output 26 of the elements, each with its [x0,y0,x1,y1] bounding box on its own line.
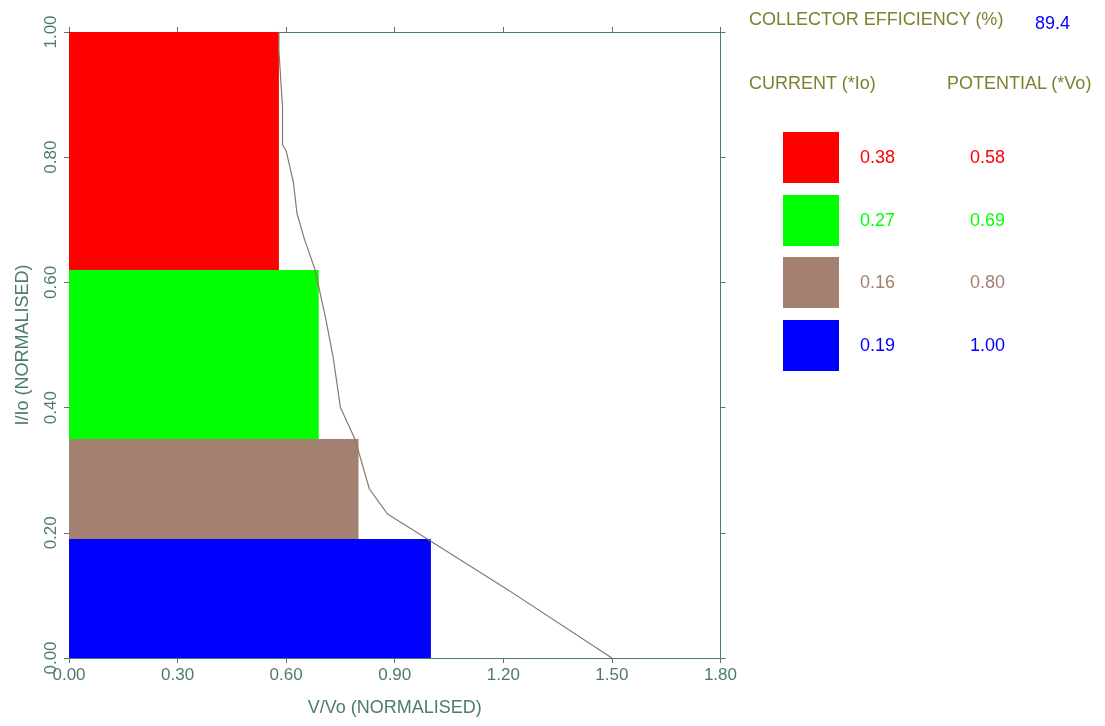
text: 1.00 [970,335,1006,357]
x-tick-label: 0.90 [378,665,412,684]
x-tick-label: 1.20 [486,665,520,684]
text: 0.27 [860,209,896,231]
text: 89.4 [1035,13,1071,34]
x-tick-label: 0.30 [161,665,195,684]
text: 0.16 [860,272,896,294]
y-tick-label: 0.80 [41,140,60,174]
text: 0.58 [970,147,1006,168]
x-tick-label: 1.80 [703,665,737,684]
x-axis-title: V/Vo (NORMALISED) [307,697,482,717]
y-tick-label: 0.60 [41,265,60,299]
line-series [278,31,613,659]
y-tick-label: 0.20 [41,516,60,550]
x-tick-label: 0.60 [269,665,303,684]
text: 0.80 [970,272,1006,294]
y-tick-label: 1.00 [41,15,60,49]
text: 0.19 [860,335,896,357]
text: POTENTIAL (*Vo) [947,73,1092,94]
y-axis-title: I/Io (NORMALISED) [12,264,32,426]
text: CURRENT (*Io) [749,73,876,94]
y-tick-label: 0.40 [41,391,60,425]
x-tick-label: 1.50 [595,665,629,684]
text: 0.69 [970,209,1006,231]
text: 0.38 [860,147,896,168]
text: COLLECTOR EFFICIENCY (%) [749,9,1004,30]
